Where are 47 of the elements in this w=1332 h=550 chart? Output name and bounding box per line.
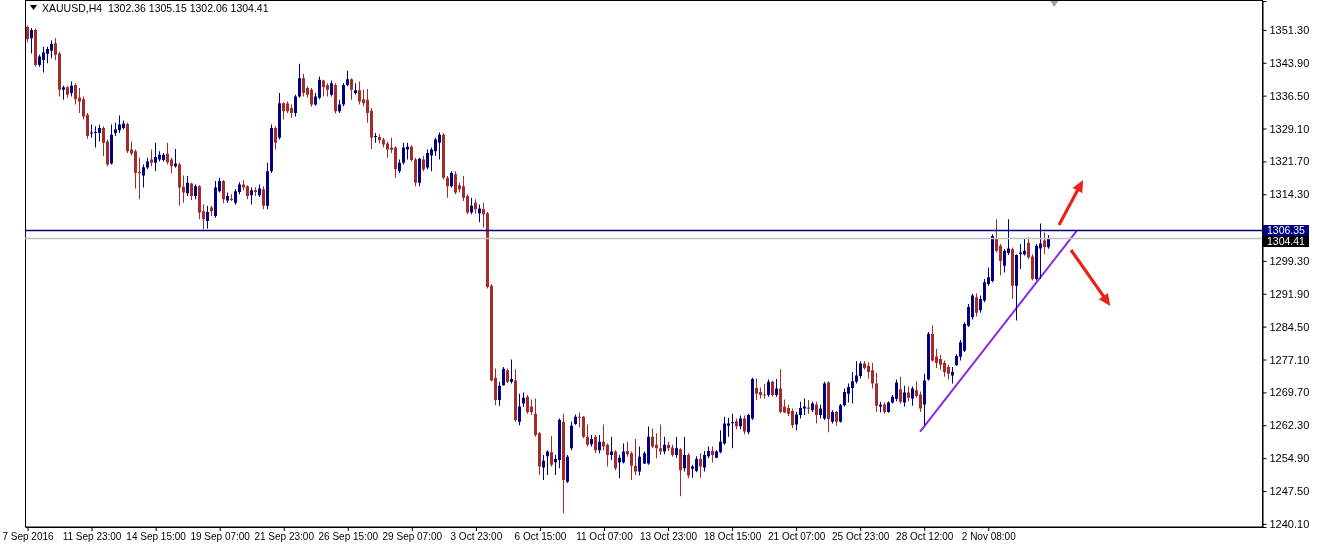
x-tick-label: 19 Sep 07:00 <box>190 531 251 543</box>
candlestick <box>731 413 734 449</box>
y-tick-label: 1240.10 <box>1269 517 1310 530</box>
candlestick <box>354 83 357 95</box>
candlestick <box>90 124 93 138</box>
candlestick <box>62 85 65 100</box>
x-tick-label: 13 Oct 23:00 <box>639 531 698 543</box>
y-tick-label: 1247.50 <box>1269 485 1310 498</box>
x-tick-label: 2 Nov 08:00 <box>961 531 1017 543</box>
x-tick-label: 11 Oct 07:00 <box>576 531 634 543</box>
candlestick <box>510 359 513 384</box>
y-tick-label: 1299.30 <box>1269 254 1310 267</box>
y-tick-label: 1254.90 <box>1269 452 1310 465</box>
y-tick-label: 1269.70 <box>1269 386 1310 399</box>
x-tick-label: 6 Oct 15:00 <box>514 531 567 543</box>
y-tick-label: 1329.10 <box>1269 122 1310 135</box>
candlestick <box>659 424 662 456</box>
y-tick-label: 1336.50 <box>1269 89 1310 102</box>
candlestick <box>254 187 257 197</box>
y-tick-label: 1277.10 <box>1269 353 1310 366</box>
y-tick-label: 1291.90 <box>1269 287 1310 300</box>
ref-line-label: 1306.35 <box>1267 224 1306 237</box>
candlestick <box>807 399 810 414</box>
x-tick-label: 18 Oct 15:00 <box>703 531 762 543</box>
candlestick <box>763 383 766 399</box>
y-tick-label: 1343.90 <box>1269 56 1310 69</box>
y-tick-label: 1351.30 <box>1269 23 1310 36</box>
candlestick <box>94 126 97 148</box>
x-tick-label: 7 Sep 2016 <box>2 531 55 543</box>
ref-line-label: 1304.41 <box>1267 235 1306 248</box>
y-tick-label: 1262.30 <box>1269 419 1310 432</box>
chart-title: XAUUSD,H4 1302.36 1305.15 1302.06 1304.41 <box>42 2 269 14</box>
x-tick-label: 21 Sep 23:00 <box>254 531 315 543</box>
x-tick-label: 25 Oct 23:00 <box>832 531 890 543</box>
x-tick-label: 21 Oct 07:00 <box>767 531 826 543</box>
candlestick <box>610 436 613 460</box>
x-tick-label: 14 Sep 15:00 <box>126 531 187 543</box>
y-tick-label: 1314.30 <box>1269 188 1310 201</box>
candlestick <box>374 132 377 143</box>
y-tick-label: 1321.70 <box>1269 155 1310 168</box>
x-tick-label: 28 Oct 12:00 <box>896 531 954 543</box>
candlestick <box>951 367 954 384</box>
x-tick-label: 26 Sep 15:00 <box>318 531 379 543</box>
x-tick-label: 3 Oct 23:00 <box>450 531 503 543</box>
x-tick-label: 29 Sep 07:00 <box>382 531 443 543</box>
x-tick-label: 11 Sep 23:00 <box>62 531 122 543</box>
y-tick-label: 1284.50 <box>1269 320 1310 333</box>
